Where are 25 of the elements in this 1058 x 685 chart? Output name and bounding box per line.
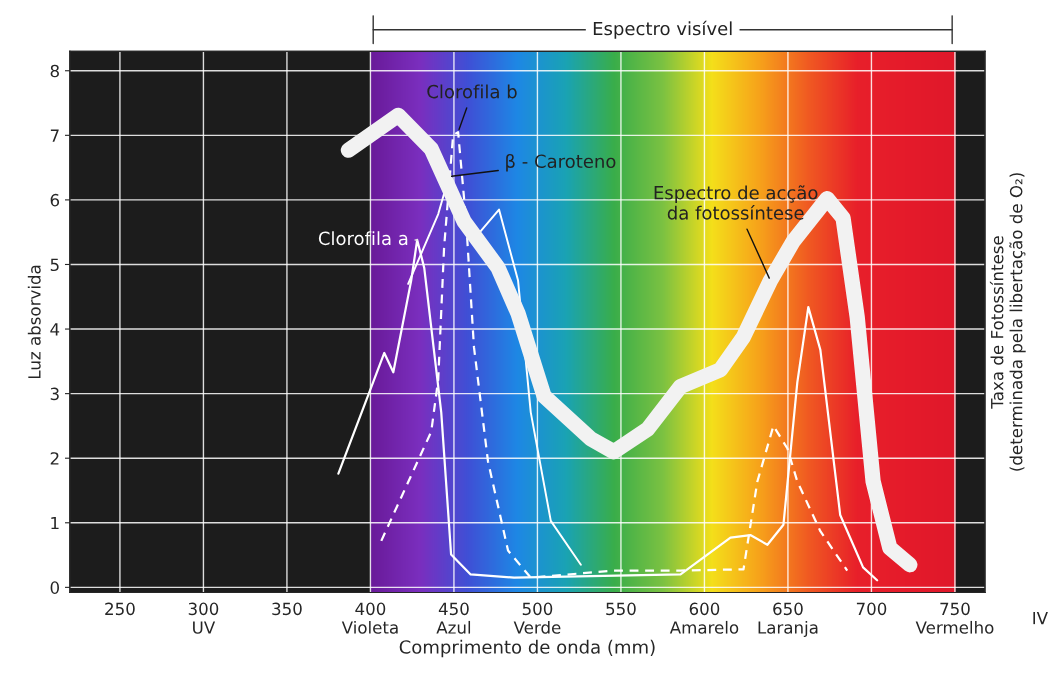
y-tick-label: 2 — [50, 452, 59, 465]
y-tick-label: 5 — [50, 258, 59, 272]
y-tick-label: 6 — [50, 193, 60, 207]
y-tick-label: 4 — [50, 323, 60, 336]
x-tick-label: 750 Vermelho — [915, 602, 994, 634]
y-tick-label: 0 — [50, 581, 59, 594]
y2-axis-title: Taxa de Fotossíntese (determinada pela libertação de O₂) — [989, 173, 1026, 471]
x-tick-label: 700 — [856, 602, 887, 616]
x-tick-label: 350 — [272, 602, 302, 616]
x-tick-label: 300 UV — [188, 602, 219, 634]
text: IV — [1033, 611, 1048, 625]
y-tick-label: 3 — [50, 387, 59, 401]
x-tick-label: 250 — [105, 602, 135, 616]
x-tick-label: 550 — [606, 602, 636, 616]
y-tick-label: 8 — [50, 64, 59, 78]
x-tick-label: 450 Azul — [436, 602, 471, 634]
x-axis-title: Comprimento de onda (mm) — [399, 639, 655, 658]
band-label: Espectro visível — [593, 20, 732, 39]
y-tick-label: 1 — [51, 516, 59, 530]
x-tick-label: 500 Verde — [513, 602, 561, 634]
x-tick-label: 650 Laranja — [758, 602, 818, 638]
x-tick-label: 400 Violeta — [341, 602, 398, 634]
x-tick-label: 600 Amarelo — [669, 602, 739, 634]
y-axis-title: Luz absorvida — [27, 265, 41, 379]
y-tick-label: 7 — [50, 129, 59, 142]
